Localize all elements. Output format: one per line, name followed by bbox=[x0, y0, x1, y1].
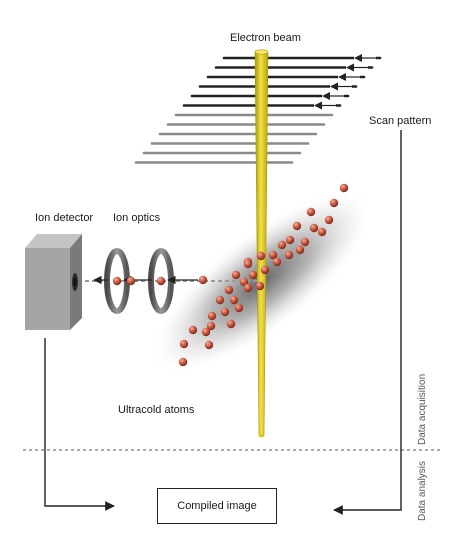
compiled-image-box: Compiled image bbox=[157, 488, 277, 524]
left-arrow-icon bbox=[338, 73, 360, 81]
electron-beam bbox=[254, 49, 269, 438]
sphere-atom-icon bbox=[229, 295, 239, 305]
sphere-atom-icon bbox=[207, 311, 217, 321]
left-arrow-icon bbox=[330, 82, 352, 91]
sphere-atom-icon bbox=[178, 357, 188, 367]
sphere-ion-icon bbox=[156, 276, 166, 286]
label-scan-pattern: Scan pattern bbox=[369, 115, 432, 127]
label-ion-optics: Ion optics bbox=[113, 212, 161, 224]
sphere-atom-icon bbox=[272, 257, 282, 267]
label-compiled-image: Compiled image bbox=[177, 500, 257, 512]
sphere-atom-icon bbox=[231, 270, 241, 280]
scan-arrows bbox=[314, 54, 376, 110]
sphere-atom-icon bbox=[226, 319, 236, 329]
scan-to-image-arrow bbox=[333, 130, 402, 515]
sphere-atom-icon bbox=[215, 295, 225, 305]
left-arrow-icon bbox=[354, 54, 376, 62]
sphere-atom-icon bbox=[179, 339, 189, 349]
label-ultracold-atoms: Ultracold atoms bbox=[118, 404, 195, 416]
left-arrow-icon bbox=[314, 101, 336, 110]
sphere-atom-icon bbox=[317, 227, 327, 237]
sphere-atom-icon bbox=[329, 198, 339, 208]
sphere-atom-icon bbox=[234, 303, 244, 313]
sphere-atom-icon bbox=[309, 223, 319, 233]
sphere-atom-icon bbox=[201, 327, 211, 337]
sphere-atom-icon bbox=[339, 183, 349, 193]
sphere-atom-icon bbox=[268, 250, 278, 260]
ions-on-path bbox=[112, 275, 208, 286]
sphere-atom-icon bbox=[306, 207, 316, 217]
sphere-atom-icon bbox=[224, 285, 234, 295]
sphere-atom-icon bbox=[243, 283, 253, 293]
label-data-analysis: Data analysis bbox=[417, 460, 428, 521]
label-electron-beam: Electron beam bbox=[230, 32, 301, 44]
sphere-atom-icon bbox=[285, 235, 295, 245]
sphere-atom-icon bbox=[256, 251, 266, 261]
left-arrow-icon bbox=[346, 63, 368, 72]
sphere-atom-icon bbox=[188, 325, 198, 335]
sphere-ion-icon bbox=[112, 276, 122, 286]
label-data-acquisition: Data acquisition bbox=[417, 373, 428, 445]
sphere-ion-icon bbox=[198, 275, 208, 285]
ultracold-atoms bbox=[178, 183, 349, 367]
ion-detector-cube-icon bbox=[25, 234, 82, 330]
sphere-atom-icon bbox=[284, 250, 294, 260]
sphere-atom-icon bbox=[292, 221, 302, 231]
sphere-atom-icon bbox=[295, 245, 305, 255]
sphere-atom-icon bbox=[300, 237, 310, 247]
sphere-atom-icon bbox=[239, 277, 249, 287]
label-ion-detector: Ion detector bbox=[35, 212, 94, 224]
sphere-atom-icon bbox=[260, 265, 270, 275]
sphere-ion-icon bbox=[126, 276, 136, 286]
sphere-atom-icon bbox=[255, 281, 265, 291]
sphere-atom-icon bbox=[324, 215, 334, 225]
sphere-atom-icon bbox=[277, 240, 287, 250]
sphere-atom-icon bbox=[220, 307, 230, 317]
left-arrow-icon bbox=[322, 92, 344, 100]
sphere-atom-icon bbox=[206, 321, 216, 331]
detector-to-image-arrow bbox=[44, 338, 115, 511]
sphere-atom-icon bbox=[204, 340, 214, 350]
sphere-atom-icon bbox=[248, 270, 258, 280]
sphere-atom-icon bbox=[243, 259, 253, 269]
